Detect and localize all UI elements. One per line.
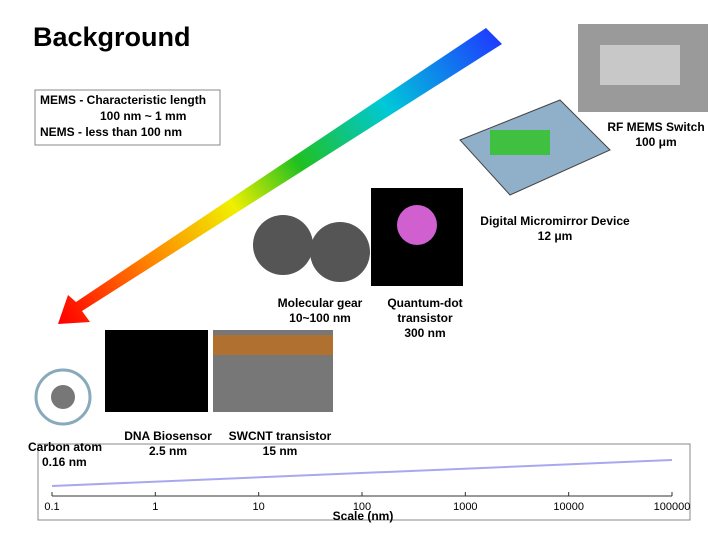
caption: DNA Biosensor bbox=[124, 429, 212, 443]
caption: 2.5 nm bbox=[149, 444, 187, 458]
tick-label: 10 bbox=[253, 501, 265, 513]
carbon-atom-nucleus bbox=[51, 385, 75, 409]
caption: 100 μm bbox=[635, 135, 676, 149]
dmd-image-detail bbox=[490, 130, 550, 155]
dna-image bbox=[105, 330, 208, 412]
rf-mems-image-detail bbox=[600, 45, 680, 85]
caption: 0.16 nm bbox=[42, 455, 87, 469]
caption: RF MEMS Switch bbox=[607, 120, 704, 134]
caption: transistor bbox=[397, 311, 453, 325]
caption: Digital Micromirror Device bbox=[480, 214, 630, 228]
scale-arrow bbox=[58, 28, 502, 324]
scale-trend-line bbox=[51, 459, 673, 487]
caption: Quantum-dot bbox=[387, 296, 462, 310]
swcnt-image-detail bbox=[213, 335, 333, 355]
caption: Carbon atom bbox=[28, 440, 102, 454]
tick-label: 1000 bbox=[453, 501, 477, 513]
definition-line: NEMS - less than 100 nm bbox=[40, 125, 182, 139]
caption: 10~100 nm bbox=[289, 311, 351, 325]
definition-line: MEMS - Characteristic length bbox=[40, 93, 206, 107]
molecular-gear-image bbox=[253, 215, 313, 275]
molecular-gear-image bbox=[310, 222, 370, 282]
tick-label: 100000 bbox=[654, 501, 691, 513]
tick-label: 0.1 bbox=[44, 501, 59, 513]
axis-label: Scale (nm) bbox=[333, 509, 394, 523]
carbon-atom-image bbox=[34, 368, 92, 426]
caption: SWCNT transistor bbox=[229, 429, 332, 443]
tick-label: 100 bbox=[353, 501, 371, 513]
caption: 15 nm bbox=[263, 444, 298, 458]
tick-label: 10000 bbox=[553, 501, 584, 513]
definition-box bbox=[34, 89, 221, 146]
tick-label: 1 bbox=[152, 501, 158, 513]
caption: Molecular gear bbox=[278, 296, 363, 310]
caption: 12 μm bbox=[538, 229, 573, 243]
caption: 300 nm bbox=[404, 326, 445, 340]
slide-title: Background bbox=[33, 22, 191, 52]
definition-line: 100 nm ~ 1 mm bbox=[100, 109, 186, 123]
quantum-dot-image-detail bbox=[397, 205, 437, 245]
